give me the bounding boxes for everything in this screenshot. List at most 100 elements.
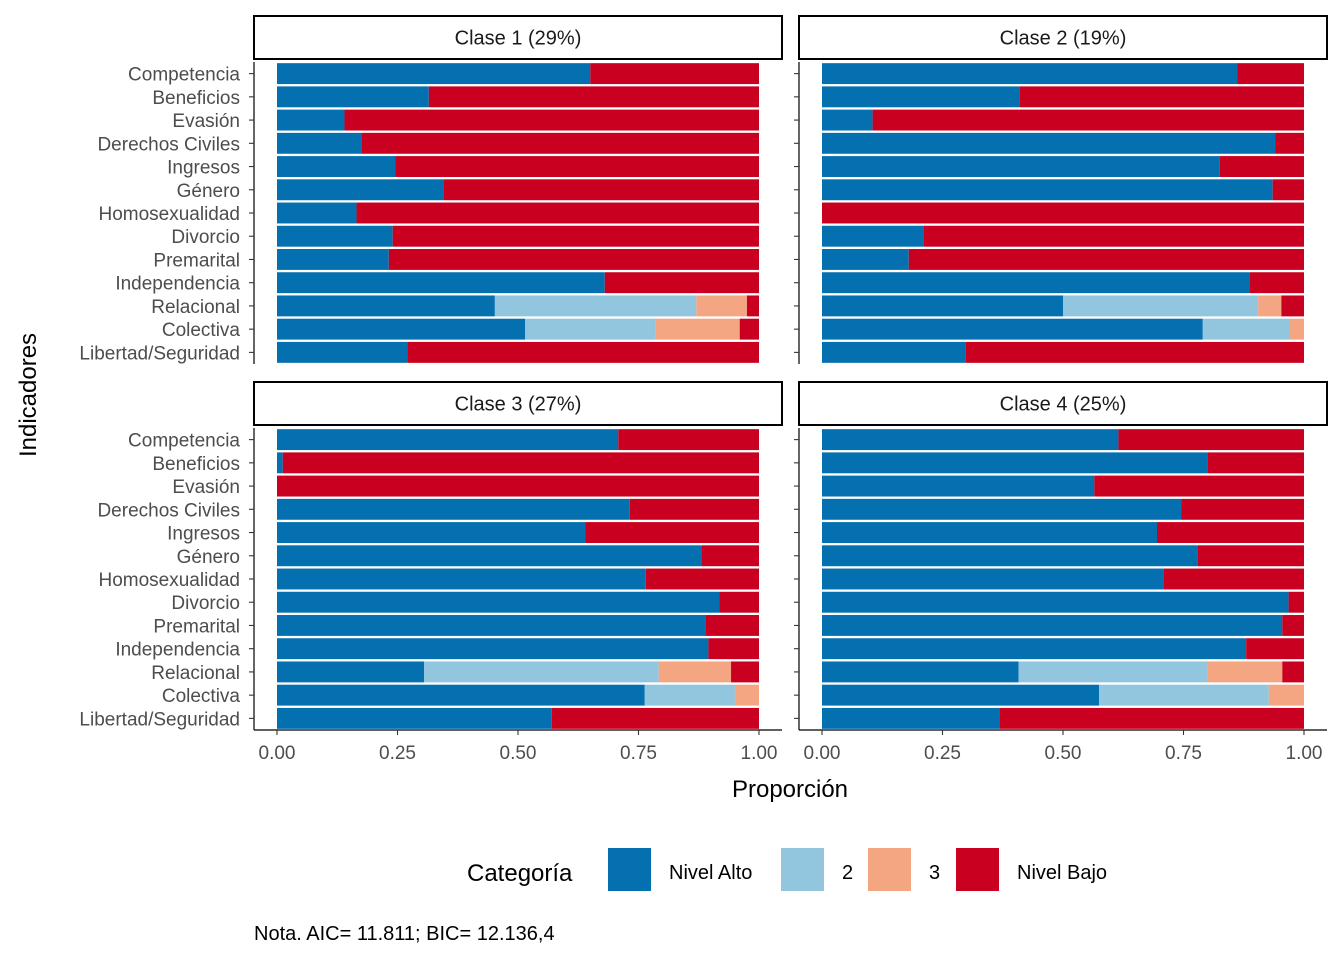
- y-tick-label: Género: [177, 547, 240, 568]
- footnote: Nota. AIC= 11.811; BIC= 12.136,4: [254, 923, 555, 945]
- bar-segment-4: [645, 568, 759, 590]
- bar-segment-1: [277, 86, 429, 108]
- bar-segment-4: [1019, 86, 1304, 108]
- bar-segment-4: [923, 225, 1304, 247]
- bar-segment-4: [1156, 522, 1304, 543]
- bar-segment-1: [822, 63, 1238, 85]
- y-tick-label: Premarital: [153, 616, 240, 637]
- legend-key-4: [956, 848, 999, 891]
- bar-segment-2: [1099, 684, 1269, 706]
- bar-segment-1: [822, 568, 1164, 590]
- bar-segment-1: [822, 179, 1273, 201]
- bar-segment-3: [655, 318, 740, 340]
- bar-segment-1: [277, 452, 283, 474]
- bar-segment-1: [822, 707, 1000, 729]
- bar-segment-4: [1272, 179, 1304, 201]
- bar-segment-1: [822, 225, 924, 247]
- y-axis-title: Indicadores: [15, 333, 42, 457]
- bar-segment-1: [822, 132, 1276, 154]
- y-tick-label: Relacional: [151, 663, 240, 684]
- bar-segment-3: [1207, 661, 1283, 683]
- legend-key-3: [868, 848, 911, 891]
- bar-segment-4: [443, 179, 759, 201]
- y-tick-label: Competencia: [128, 65, 240, 86]
- bar-segment-2: [1063, 295, 1259, 317]
- bar-segment-1: [277, 179, 444, 201]
- y-tick-label: Independencia: [115, 640, 240, 661]
- bar-segment-4: [872, 109, 1304, 131]
- bar-segment-1: [277, 638, 709, 660]
- bar-segment-1: [822, 109, 873, 131]
- bar-segment-4: [1281, 295, 1304, 317]
- bar-segment-4: [1219, 156, 1304, 177]
- bar-segment-2: [644, 684, 735, 706]
- x-tick-label: 0.25: [379, 743, 416, 764]
- bar-segment-4: [1237, 63, 1304, 85]
- bar-segment-4: [590, 63, 759, 85]
- bar-segment-1: [277, 429, 619, 451]
- bar-segment-3: [1289, 318, 1304, 340]
- bar-segment-1: [277, 156, 396, 177]
- y-tick-label: Libertad/Seguridad: [79, 709, 240, 730]
- y-tick-label: Evasión: [172, 111, 240, 132]
- x-tick-label: 0.75: [1165, 743, 1202, 764]
- bar-segment-1: [822, 545, 1198, 567]
- y-tick-label: Relacional: [151, 297, 240, 318]
- bar-segment-3: [696, 295, 747, 317]
- y-tick-label: Beneficios: [152, 88, 240, 109]
- bar-segment-1: [277, 498, 630, 520]
- bar-segment-4: [344, 109, 759, 131]
- legend-label-3: 3: [929, 862, 940, 884]
- legend-label-2: 2: [842, 862, 853, 884]
- bar-segment-1: [822, 591, 1289, 613]
- y-tick-label: Colectiva: [162, 320, 241, 341]
- bar-segment-4: [999, 707, 1304, 729]
- legend-key-1: [608, 848, 651, 891]
- bar-segment-4: [361, 132, 759, 154]
- bar-segment-4: [908, 249, 1304, 270]
- bar-segment-1: [277, 568, 646, 590]
- y-tick-label: Ingresos: [167, 524, 240, 545]
- bar-segment-1: [277, 132, 362, 154]
- legend-title: Categoría: [467, 860, 573, 887]
- legend-label-1: Nivel Alto: [669, 862, 752, 884]
- bar-segment-1: [822, 318, 1203, 340]
- bar-segment-4: [551, 707, 759, 729]
- panel-title: Clase 2 (19%): [1000, 28, 1127, 50]
- bar-segment-1: [822, 522, 1157, 543]
- bar-segment-1: [277, 707, 552, 729]
- bar-segment-4: [392, 225, 759, 247]
- panel-4: Clase 4 (25%) 0.00 0.25 0.50 0.75 1.00: [794, 381, 1328, 764]
- panel-1: Clase 1 (29%) CompetenciaBeneficiosEvasió…: [79, 15, 783, 364]
- bar-segment-1: [822, 452, 1208, 474]
- panel-strip: [798, 15, 1328, 60]
- bar-segment-4: [1163, 568, 1304, 590]
- panels-layer: Clase 1 (29%)CompetenciaBeneficiosEvasió…: [79, 15, 1328, 764]
- bar-segment-1: [822, 498, 1182, 520]
- bar-segment-4: [1250, 272, 1304, 294]
- bar-segment-2: [1018, 661, 1208, 683]
- x-tick-label: 0.25: [924, 743, 961, 764]
- bar-segment-3: [1258, 295, 1282, 317]
- bar-segment-4: [701, 545, 759, 567]
- bar-segment-3: [734, 684, 759, 706]
- bar-segment-4: [629, 498, 759, 520]
- bar-segment-4: [1288, 591, 1304, 613]
- panel-title: Clase 3 (27%): [455, 394, 582, 416]
- bar-segment-4: [1181, 498, 1304, 520]
- legend-items: Nivel Alto 2 3 Nivel Bajo: [608, 848, 1107, 891]
- y-tick-label: Divorcio: [171, 593, 240, 614]
- bar-segment-4: [356, 202, 759, 224]
- bar-segment-1: [277, 545, 702, 567]
- panel-strip: [253, 381, 783, 426]
- bar-segment-1: [277, 591, 720, 613]
- bar-segment-2: [494, 295, 697, 317]
- bar-segment-4: [604, 272, 759, 294]
- bar-segment-1: [277, 522, 586, 543]
- bar-segment-1: [822, 638, 1247, 660]
- y-tick-label: Homosexualidad: [98, 204, 240, 225]
- panel-strip: [253, 15, 783, 60]
- y-tick-label: Libertad/Seguridad: [79, 343, 240, 364]
- bar-segment-3: [658, 661, 732, 683]
- y-tick-label: Homosexualidad: [98, 570, 240, 591]
